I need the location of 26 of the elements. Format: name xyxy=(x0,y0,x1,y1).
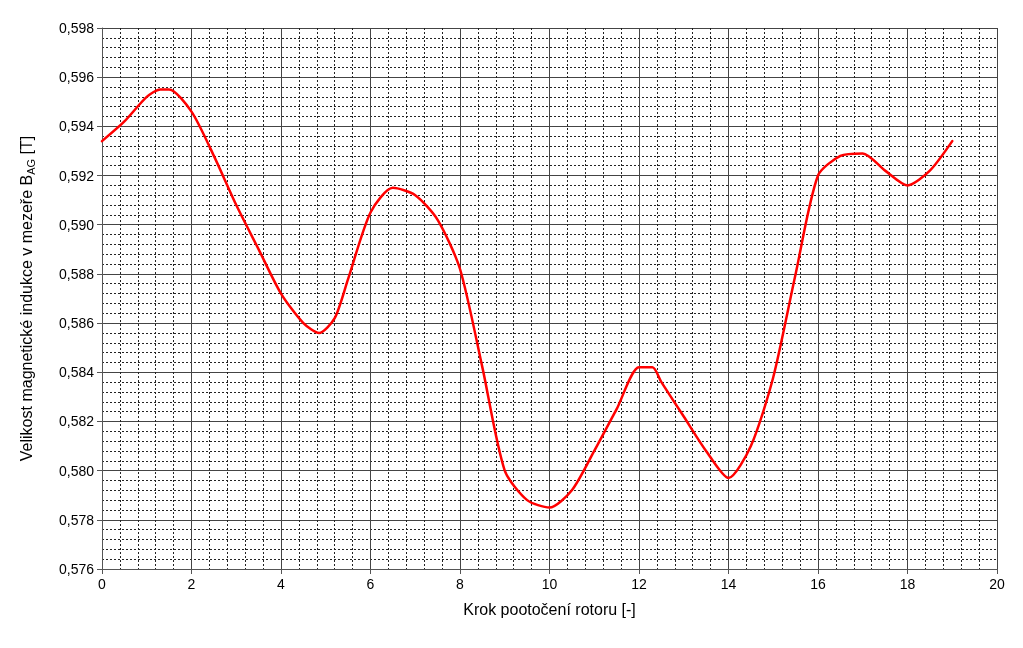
y-tick-label: 0,580 xyxy=(58,462,95,479)
x-tick-label: 0 xyxy=(98,576,107,592)
x-tick-label: 10 xyxy=(541,576,558,592)
x-tick-label: 8 xyxy=(456,576,465,592)
y-tick-label: 0,592 xyxy=(58,167,95,184)
x-tick-label: 18 xyxy=(899,576,916,592)
line-series xyxy=(100,88,954,509)
x-axis-title: Krok pootočení rotoru [-] xyxy=(463,600,636,618)
y-tick-label: 0,598 xyxy=(58,20,95,36)
y-tick-label: 0,582 xyxy=(58,413,95,430)
x-tick-label: 2 xyxy=(187,576,196,592)
x-tick-label: 16 xyxy=(810,576,826,592)
y-axis-title: Velikost magnetické indukce v mezeře BAG [T] xyxy=(18,135,37,462)
x-tick-label: 12 xyxy=(631,576,647,592)
y-tick-label: 0,576 xyxy=(58,561,95,577)
x-tick-label: 20 xyxy=(989,576,1005,592)
y-tick-label: 0,584 xyxy=(58,364,95,381)
y-tick-label: 0,594 xyxy=(58,118,95,135)
y-tick-label: 0,590 xyxy=(58,216,95,233)
y-tick-label: 0,578 xyxy=(58,511,95,528)
x-tick-label: 6 xyxy=(366,576,375,592)
y-tick-label: 0,588 xyxy=(58,265,95,282)
y-tick-label: 0,586 xyxy=(58,315,95,332)
x-tick-label: 14 xyxy=(720,576,737,592)
x-tick-label: 4 xyxy=(277,576,286,592)
y-tick-label: 0,596 xyxy=(58,69,95,86)
